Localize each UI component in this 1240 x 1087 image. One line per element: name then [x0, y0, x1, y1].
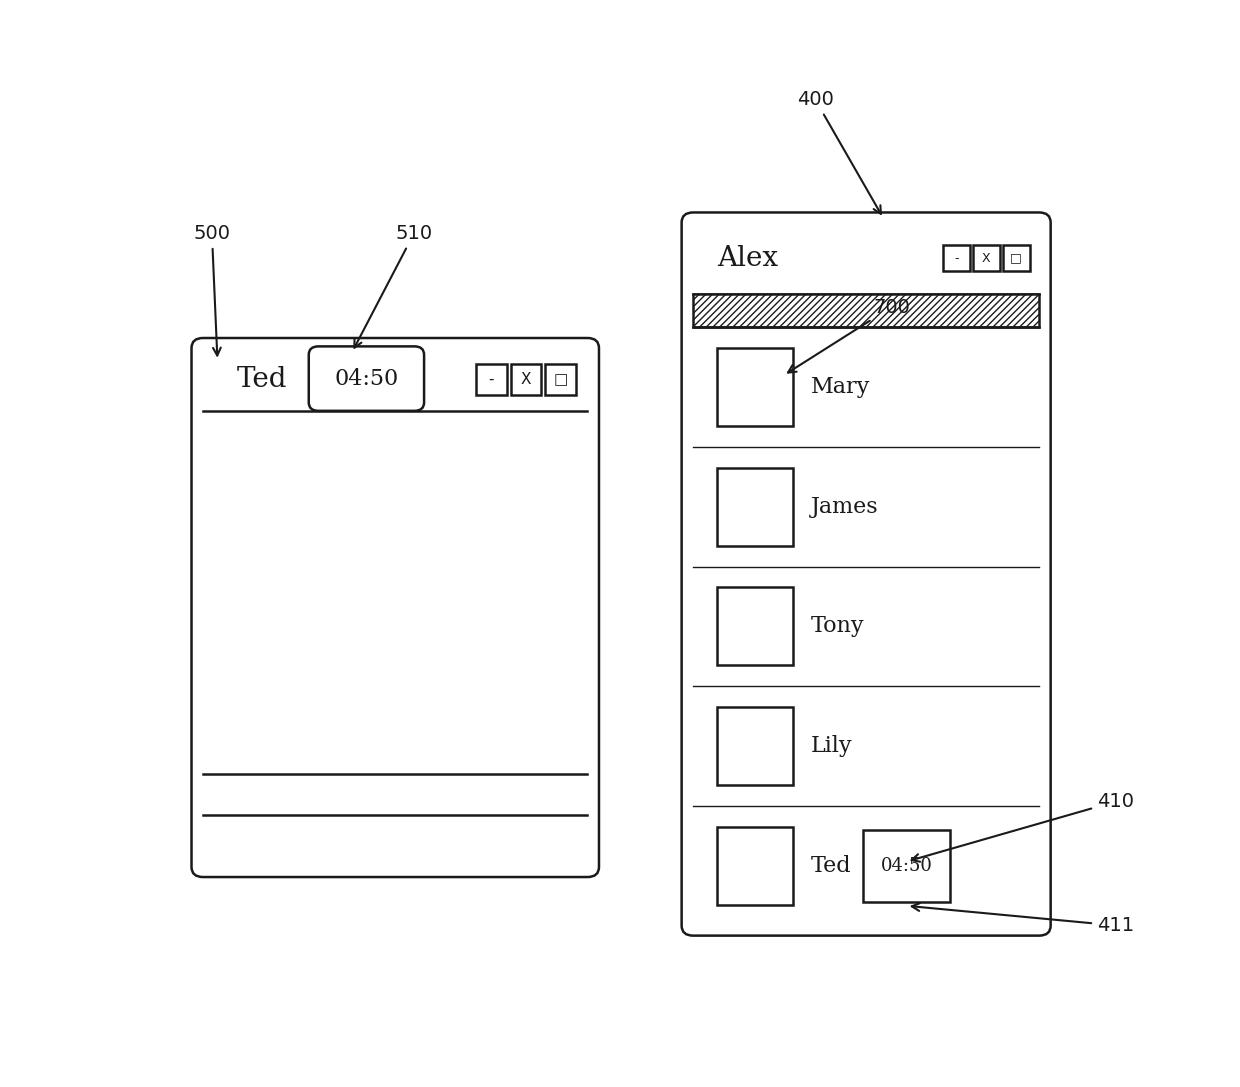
Bar — [693, 293, 1039, 327]
Bar — [511, 363, 542, 396]
Bar — [717, 348, 794, 426]
Text: 411: 411 — [911, 903, 1133, 935]
Text: 04:50: 04:50 — [880, 857, 932, 875]
Text: Ted: Ted — [811, 854, 851, 877]
Bar — [546, 363, 575, 396]
Text: X: X — [521, 372, 531, 387]
Text: 410: 410 — [911, 792, 1133, 862]
FancyBboxPatch shape — [682, 212, 1050, 936]
Bar — [717, 587, 794, 665]
Text: 700: 700 — [787, 298, 910, 373]
Text: 04:50: 04:50 — [335, 367, 398, 389]
Bar — [1003, 245, 1029, 272]
FancyBboxPatch shape — [191, 338, 599, 877]
Text: Lily: Lily — [811, 735, 852, 757]
Bar — [717, 708, 794, 785]
Text: 500: 500 — [193, 224, 231, 355]
Bar — [717, 467, 794, 546]
Text: 510: 510 — [355, 224, 433, 348]
Bar — [973, 245, 999, 272]
Text: Mary: Mary — [811, 376, 870, 398]
Text: □: □ — [1011, 251, 1022, 264]
Text: Alex: Alex — [717, 245, 779, 272]
Text: -: - — [955, 251, 959, 264]
Bar — [717, 827, 794, 904]
Text: James: James — [811, 496, 878, 517]
FancyBboxPatch shape — [309, 347, 424, 411]
Text: Ted: Ted — [237, 366, 288, 392]
Text: □: □ — [553, 372, 568, 387]
Bar — [863, 829, 950, 901]
Text: Tony: Tony — [811, 615, 864, 637]
Bar — [944, 245, 970, 272]
Text: -: - — [489, 372, 494, 387]
Bar — [476, 363, 507, 396]
Text: X: X — [982, 251, 991, 264]
Text: 400: 400 — [797, 90, 880, 214]
